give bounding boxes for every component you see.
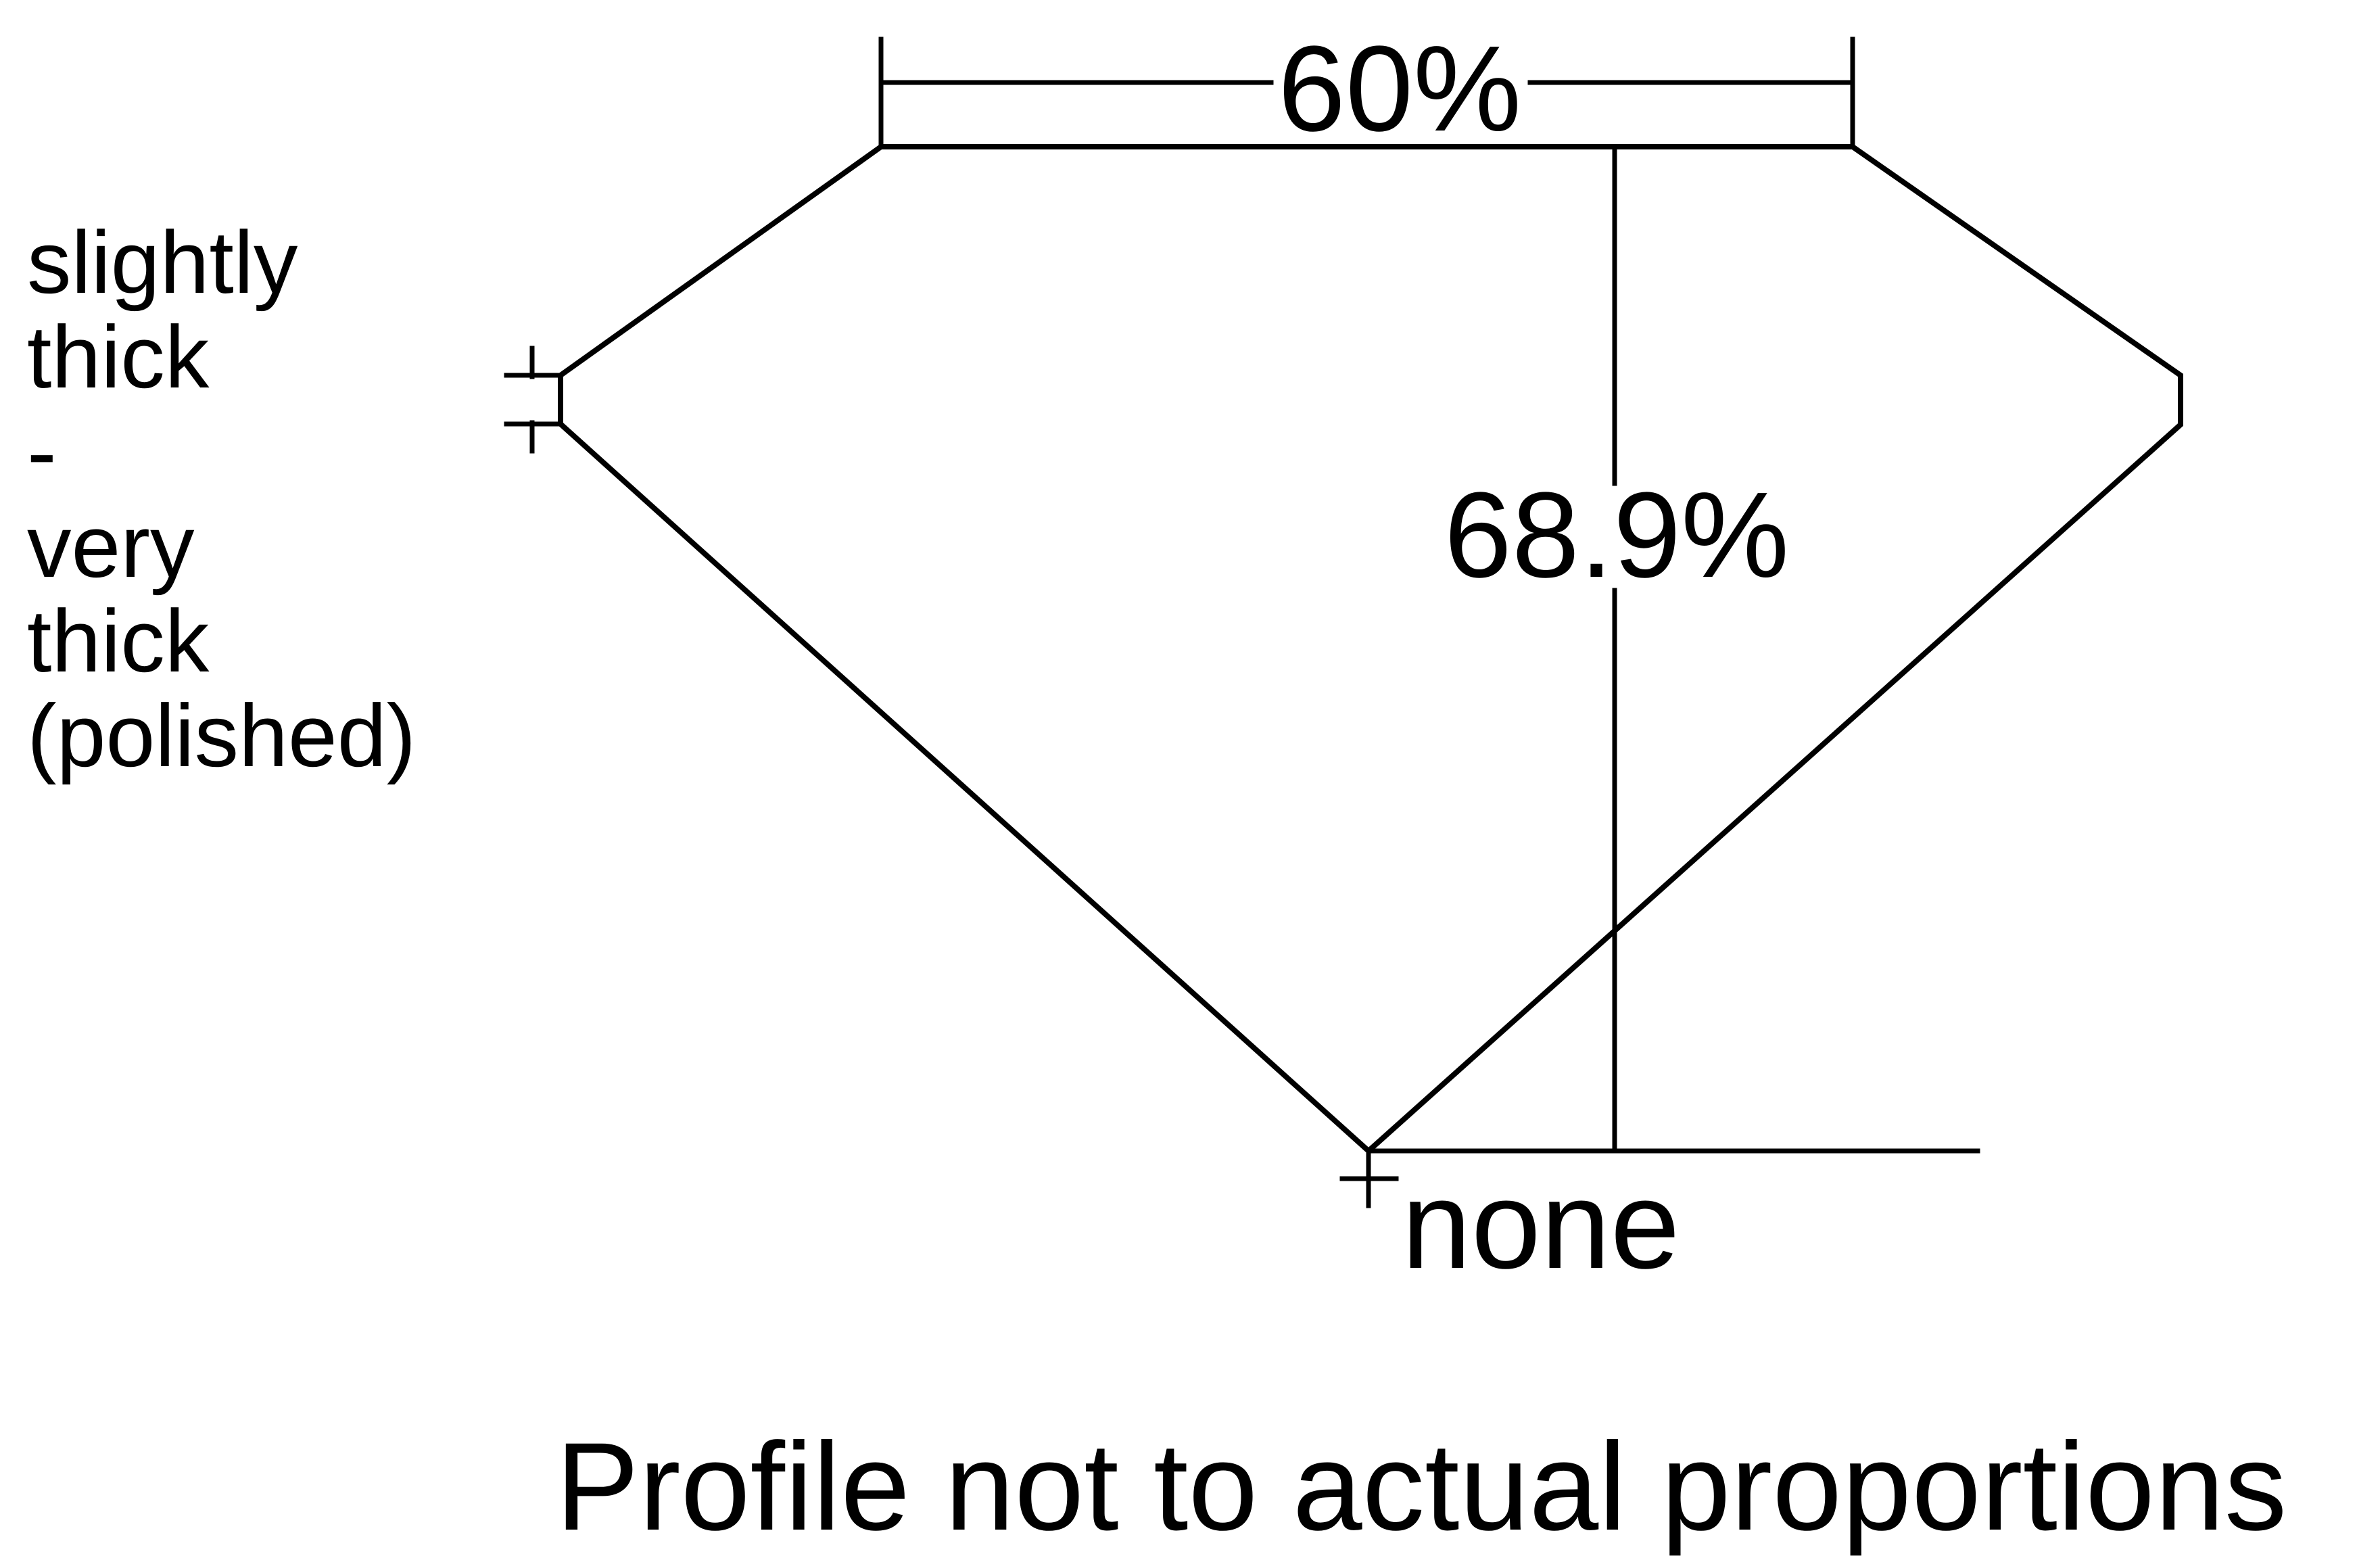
girdle-description-line-3: -	[27, 402, 57, 501]
girdle-description-line-4: very	[27, 496, 195, 596]
diamond-outline	[558, 144, 2183, 1155]
culet-mark: none	[1339, 1148, 1680, 1295]
table-dimension-bracket: 60%	[878, 21, 1855, 157]
depth-percent-label: 68.9%	[1444, 467, 1789, 603]
girdle-description-line-1: slightly	[27, 212, 298, 312]
girdle-description: slightly thick - very thick (polished)	[27, 212, 416, 785]
girdle-description-line-6: (polished)	[27, 686, 416, 785]
girdle-description-line-2: thick	[27, 307, 210, 406]
table-percent-label: 60%	[1278, 21, 1521, 157]
depth-dimension: 68.9%	[1444, 144, 1789, 1154]
culet-label: none	[1402, 1156, 1680, 1295]
girdle-description-line-5: thick	[27, 591, 210, 690]
diagram-caption: Profile not to actual proportions	[556, 1417, 2287, 1557]
girdle-thickness-ticks	[504, 346, 563, 454]
